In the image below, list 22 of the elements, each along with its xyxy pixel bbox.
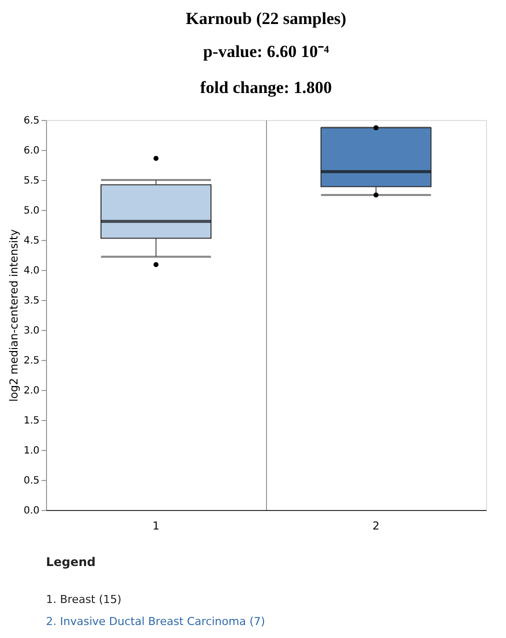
y-tick-label: 0.5: [24, 476, 40, 486]
y-tick-label: 4.5: [24, 236, 40, 246]
y-tick-label: 5.0: [24, 206, 40, 216]
y-tick-label: 4.0: [24, 266, 40, 276]
y-tick-label: 6.5: [24, 116, 40, 126]
x-tick-label: 2: [372, 520, 380, 532]
y-tick-label: 1.0: [24, 446, 40, 456]
x-tick-label: 1: [152, 520, 160, 532]
y-tick-label: 2.5: [24, 356, 40, 366]
chart-subtitle: p-value: 6.60 10⁻⁴ fold change: 1.800: [200, 42, 332, 97]
text: Legend: [46, 555, 96, 569]
text: 2. Invasive Ductal Breast Carcinoma (7): [46, 615, 266, 628]
y-axis-title: log2 median-centered intensity: [8, 228, 21, 402]
y-tick-label: 3.0: [24, 326, 40, 336]
text: 1. Breast (15): [46, 593, 122, 606]
y-tick-label: 6.0: [24, 146, 40, 156]
y-tick-label: 2.0: [24, 386, 40, 396]
chart-title: Karnoub (22 samples): [186, 9, 346, 28]
y-tick-label: 5.5: [24, 176, 40, 186]
y-tick-label: 3.5: [24, 296, 40, 306]
y-tick-label: 1.5: [24, 416, 40, 426]
y-tick-label: 0.0: [24, 506, 40, 516]
